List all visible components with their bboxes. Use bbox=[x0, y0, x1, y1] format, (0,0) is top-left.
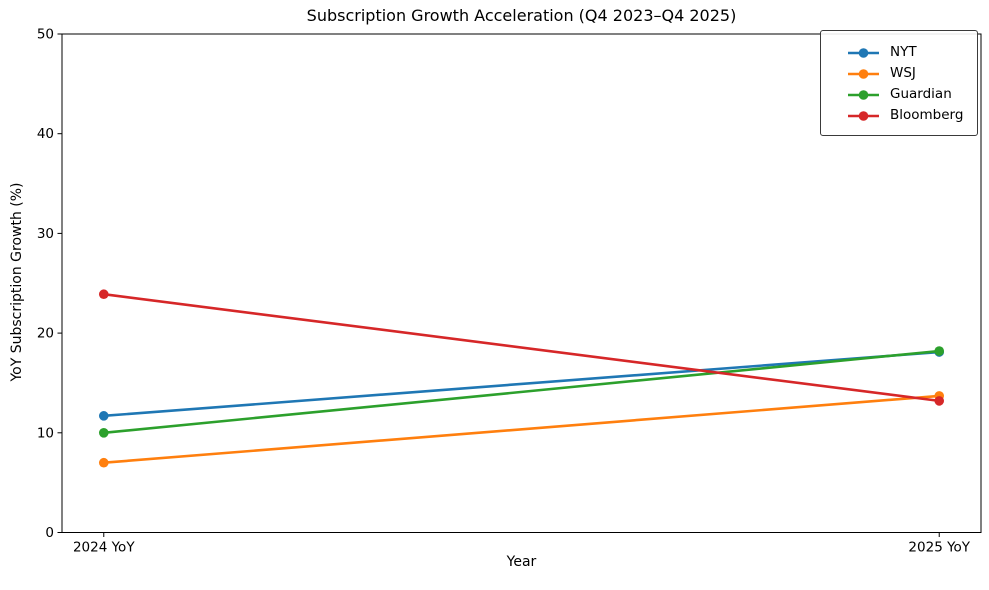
legend-label: WSJ bbox=[890, 64, 916, 81]
y-tick-label: 50 bbox=[37, 27, 54, 43]
legend-label: Bloomberg bbox=[890, 106, 964, 123]
legend-label: NYT bbox=[890, 43, 917, 60]
series-marker-nyt bbox=[98, 411, 109, 421]
legend-swatch-icon bbox=[848, 87, 879, 101]
y-tick-label: 10 bbox=[37, 425, 54, 441]
legend: NYT WSJ Guardian Bloomberg bbox=[820, 30, 978, 136]
y-tick-label: 40 bbox=[37, 126, 54, 142]
legend-label: Guardian bbox=[890, 85, 952, 102]
series-line-guardian bbox=[103, 349, 940, 435]
x-axis-label: Year bbox=[506, 554, 537, 570]
series-line-bloomberg bbox=[103, 292, 940, 403]
legend-swatch-icon bbox=[848, 66, 879, 80]
series-line-wsj bbox=[103, 394, 940, 465]
y-tick-label: 0 bbox=[45, 525, 54, 541]
series-marker-guardian bbox=[934, 346, 945, 356]
x-tick-label: 2024 YoY bbox=[73, 540, 135, 556]
series-marker-bloomberg bbox=[98, 289, 109, 300]
legend-swatch-icon bbox=[848, 108, 879, 122]
chart-title: Subscription Growth Acceleration (Q4 202… bbox=[306, 6, 737, 25]
x-tick-label: 2025 YoY bbox=[908, 540, 970, 556]
axes-spines bbox=[61, 33, 982, 533]
legend-swatch-icon bbox=[848, 45, 879, 59]
series-line-nyt bbox=[103, 350, 940, 418]
series-marker-guardian bbox=[98, 428, 109, 438]
legend-item-bloomberg: Bloomberg bbox=[848, 104, 971, 125]
legend-item-wsj: WSJ bbox=[848, 62, 971, 83]
series-marker-bloomberg bbox=[934, 396, 945, 406]
y-tick-label: 20 bbox=[37, 326, 54, 342]
y-axis-label-text: YoY Subscription Growth (%) bbox=[9, 182, 25, 382]
y-tick-label: 30 bbox=[37, 226, 54, 242]
legend-item-guardian: Guardian bbox=[848, 83, 971, 104]
legend-item-nyt: NYT bbox=[848, 41, 971, 62]
series-marker-wsj bbox=[98, 457, 109, 468]
